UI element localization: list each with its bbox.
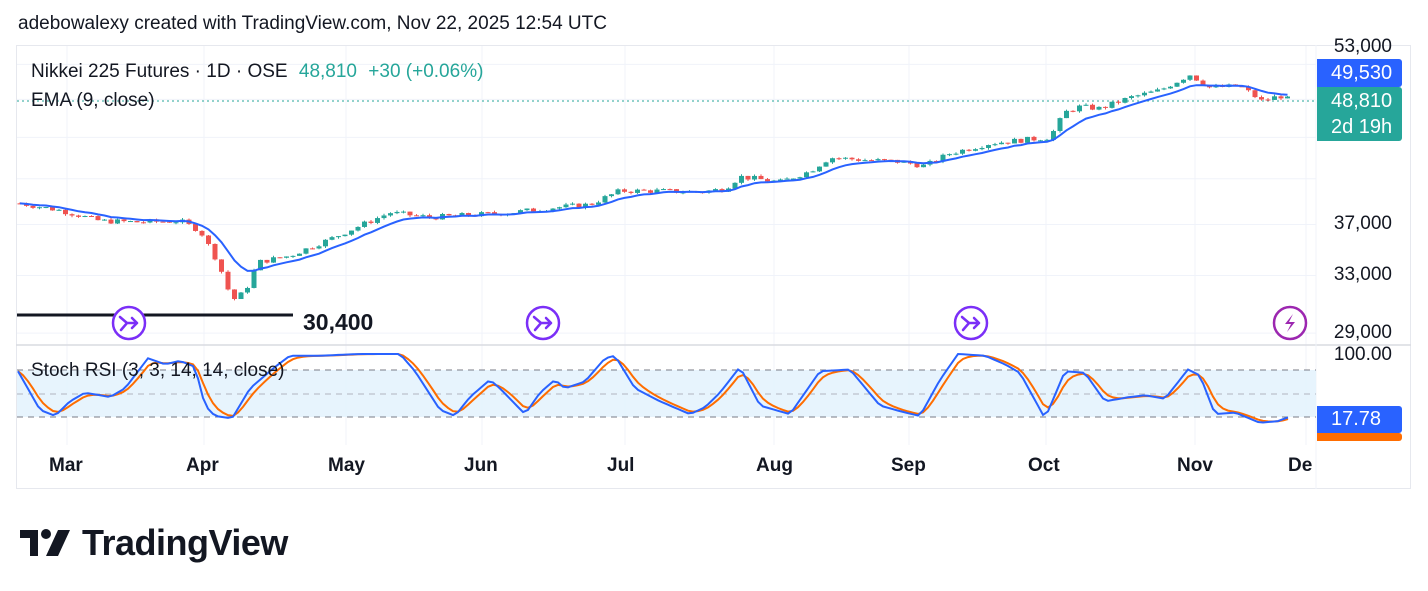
time-axis-label: Jul: [607, 455, 635, 476]
price-axis-label: 33,000: [1333, 264, 1392, 285]
time-axis-label: Mar: [49, 455, 83, 476]
stoch-k-line: [17, 352, 1289, 424]
ema-value-badge: 49,530: [1317, 59, 1402, 87]
ema-legend[interactable]: EMA (9, close): [31, 90, 155, 111]
stoch-d-line: [17, 353, 1289, 423]
attribution-text: adebowalexy created with TradingView.com…: [18, 13, 607, 34]
lightning-icon[interactable]: [1272, 305, 1308, 341]
logo-text: TradingView: [82, 522, 288, 563]
tradingview-logo-icon: [20, 529, 70, 556]
bar-countdown: 2d 19h: [1331, 116, 1393, 138]
stoch-legend[interactable]: Stoch RSI (3, 3, 14, 14, close): [31, 360, 285, 381]
level-price-label: 30,400: [303, 309, 374, 335]
symbol-change: +30 (+0.06%): [368, 61, 484, 82]
symbol-legend: Nikkei 225 Futures · 1D · OSE 48,810 +30…: [31, 61, 483, 83]
candlestick-series: [17, 75, 1290, 301]
arrow-merge-icon[interactable]: [525, 305, 561, 341]
price-axis-label: 37,000: [1333, 213, 1392, 234]
time-axis-label: Jun: [464, 455, 498, 476]
arrow-merge-icon[interactable]: [111, 305, 147, 341]
time-axis-label: Aug: [756, 455, 793, 476]
time-axis-label: Oct: [1028, 455, 1060, 476]
price-axis-label: 29,000: [1333, 322, 1392, 343]
time-axis-label: Apr: [186, 455, 219, 476]
price-axis-label: 53,000: [1333, 36, 1392, 57]
symbol-price: 48,810: [298, 61, 357, 82]
time-axis-label: May: [328, 455, 365, 476]
chart-frame: [16, 45, 1411, 489]
time-axis-label: De: [1288, 455, 1313, 476]
time-axis-label: Sep: [891, 455, 926, 476]
arrow-merge-icon[interactable]: [953, 305, 989, 341]
symbol-name: Nikkei 225 Futures · 1D · OSE: [31, 61, 288, 82]
time-axis-label: Nov: [1177, 455, 1213, 476]
stoch-axis-label: 100.00: [1333, 344, 1392, 365]
last-price-badge: 48,810 2d 19h: [1317, 87, 1402, 141]
last-price-value: 48,810: [1331, 90, 1393, 112]
stoch-k-badge: 17.78: [1317, 406, 1402, 433]
ema-line: [19, 84, 1288, 272]
stoch-d-badge: [1317, 433, 1402, 441]
tradingview-logo[interactable]: TradingView: [20, 522, 288, 564]
